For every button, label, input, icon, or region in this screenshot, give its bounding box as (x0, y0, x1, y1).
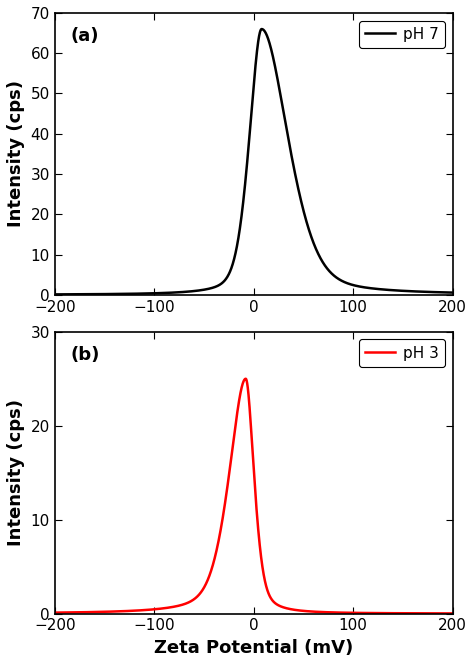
Text: (b): (b) (71, 346, 100, 364)
X-axis label: Zeta Potential (mV): Zeta Potential (mV) (154, 639, 353, 657)
Y-axis label: Intensity (cps): Intensity (cps) (7, 399, 25, 546)
Legend: pH 7: pH 7 (359, 21, 445, 48)
Y-axis label: Intensity (cps): Intensity (cps) (7, 80, 25, 227)
Legend: pH 3: pH 3 (359, 339, 445, 367)
Text: (a): (a) (71, 27, 99, 45)
